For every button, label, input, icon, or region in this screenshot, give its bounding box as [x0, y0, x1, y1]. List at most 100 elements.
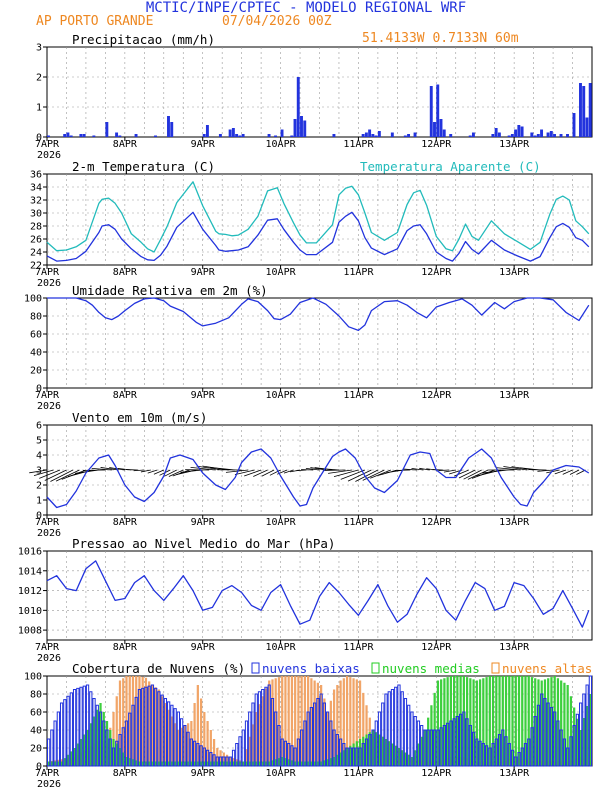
- cloud-bar-nuvens-medias: [456, 676, 459, 766]
- temperature-line-1: [46, 181, 590, 253]
- precip-bar: [361, 134, 365, 137]
- cloud-bar-nuvens-baixas: [183, 725, 187, 767]
- temperature-xtick-label: 7APR: [35, 267, 60, 278]
- cloud-bar-nuvens-medias: [50, 761, 53, 766]
- cloud-bar-nuvens-medias: [138, 761, 141, 766]
- cloud-bar-nuvens-altas: [274, 678, 277, 766]
- precip-xtick-label: 8APR: [113, 139, 138, 150]
- cloud-bar-nuvens-altas: [206, 721, 209, 766]
- cloud-bar-nuvens-altas: [212, 739, 216, 766]
- precip-bar: [280, 129, 284, 137]
- cloud-bar-nuvens-baixas: [394, 686, 398, 767]
- cloud-bar-nuvens-baixas: [536, 704, 541, 767]
- cloud-bar-nuvens-baixas: [329, 720, 333, 767]
- cloud-bar-nuvens-altas: [144, 677, 148, 766]
- cloud-bar-nuvens-medias: [336, 754, 339, 766]
- precip-bar: [377, 131, 381, 137]
- cloud-bar-nuvens-altas: [342, 678, 345, 766]
- cloud-bar-nuvens-baixas: [436, 729, 440, 767]
- temperature-ytick-label: 24: [30, 248, 42, 259]
- cloud-bar-nuvens-medias: [177, 761, 180, 766]
- cloud-bar-nuvens-medias: [563, 682, 566, 766]
- model-run: 07/04/2026 00Z: [222, 14, 332, 29]
- cloud-bar-nuvens-baixas: [225, 756, 229, 767]
- cloud-bar-nuvens-baixas: [131, 704, 135, 767]
- cloud-bar-nuvens-baixas: [572, 725, 576, 767]
- cloud-bar-nuvens-medias: [475, 680, 478, 766]
- cloud-bar-nuvens-altas: [300, 676, 303, 766]
- precip-bar: [553, 134, 556, 137]
- cloud-bar-nuvens-altas: [245, 749, 248, 766]
- cloud-bar-nuvens-altas: [258, 704, 261, 766]
- cloud-bar-nuvens-baixas: [582, 693, 586, 767]
- wind-panel: 01234567APR8APR9APR10APR11APR12APR13APR2…: [29, 410, 593, 539]
- cloud-bar-nuvens-medias: [365, 734, 368, 766]
- cloud-bar-nuvens-medias: [355, 741, 358, 766]
- temperature-xtick-label: 8APR: [113, 267, 138, 278]
- cloud-bar-nuvens-medias: [86, 730, 89, 766]
- cloud-bar-nuvens-baixas: [322, 702, 326, 767]
- cloud-bar-nuvens-medias: [521, 676, 524, 766]
- cloud-bar-nuvens-medias: [135, 760, 138, 766]
- cloud-bar-nuvens-altas: [261, 696, 264, 766]
- cloud-bar-nuvens-medias: [122, 752, 125, 766]
- cloud-bar-nuvens-altas: [122, 678, 125, 766]
- cloud-legend-label: nuvens altas: [502, 661, 592, 676]
- wind-arrow: [172, 469, 190, 477]
- cloud-bar-nuvens-baixas: [50, 729, 54, 767]
- cloud-bar-nuvens-medias: [566, 685, 569, 766]
- cloud-bar-nuvens-medias: [517, 676, 521, 766]
- wind-arrow: [347, 469, 372, 482]
- wind-arrow: [355, 469, 379, 482]
- cloud-bar-nuvens-baixas: [374, 720, 378, 767]
- cloud-bar-nuvens-altas: [222, 752, 225, 766]
- precip-bar: [442, 129, 446, 137]
- temperature-ytick-label: 26: [30, 235, 42, 246]
- wind-xtick-label: 9APR: [191, 517, 216, 528]
- cloud-bar-nuvens-baixas: [235, 743, 239, 767]
- precip-bar: [241, 134, 245, 137]
- cloud-bar-nuvens-baixas: [471, 731, 476, 767]
- cloud-bar-nuvens-altas: [157, 689, 161, 766]
- precip-bar: [579, 83, 582, 137]
- cloud-bar-nuvens-baixas: [319, 693, 323, 767]
- wind-ytick-label: 1: [36, 496, 42, 507]
- wind-arrow: [467, 469, 489, 480]
- cloud-bar-nuvens-baixas: [147, 685, 151, 767]
- temperature-title: 2-m Temperatura (C): [72, 159, 215, 174]
- precip-bar: [66, 132, 70, 137]
- cloud-bar-nuvens-baixas: [465, 718, 469, 767]
- cloud-bar-nuvens-altas: [326, 712, 329, 766]
- cloud-bar-nuvens-medias: [576, 718, 579, 766]
- cloud-bar-nuvens-medias: [274, 759, 277, 766]
- precip-bar: [429, 86, 433, 137]
- cloud-bar-nuvens-altas: [345, 676, 349, 766]
- cloud-bar-nuvens-medias: [553, 676, 556, 766]
- cloud-bar-nuvens-medias: [209, 761, 212, 766]
- cloud-bar-nuvens-medias: [459, 676, 462, 766]
- cloud-bar-nuvens-baixas: [303, 720, 307, 767]
- precip-bar: [63, 134, 67, 137]
- wind-arrow: [180, 469, 203, 473]
- wind-ytick-label: 2: [36, 481, 42, 492]
- cloud-bar-nuvens-baixas: [540, 693, 544, 767]
- cloud-bar-nuvens-medias: [478, 679, 482, 766]
- temperature-xtick-label: 11APR: [343, 267, 374, 278]
- wind-arrow: [234, 469, 255, 475]
- cloud-bar-nuvens-medias: [543, 679, 547, 766]
- cloud-bar-nuvens-baixas: [553, 711, 557, 767]
- cloud-bar-nuvens-medias: [128, 758, 131, 766]
- temperature-ytick-label: 32: [30, 196, 42, 207]
- wind-arrow: [153, 469, 164, 475]
- humidity-panel: 0 20 40 60 80 100 7APR 8APR 9APR 10APR 11APR 12APR 1…: [24, 283, 593, 412]
- cloud-bar-nuvens-medias: [504, 676, 508, 766]
- cloud-bar-nuvens-baixas: [458, 713, 463, 767]
- cloud-bar-nuvens-medias: [47, 761, 50, 766]
- cloud-bar-nuvens-altas: [329, 700, 332, 766]
- cloud-bar-nuvens-baixas: [575, 713, 580, 767]
- cloud-bar-nuvens-medias: [199, 761, 203, 766]
- cloud-bar-nuvens-baixas: [530, 727, 534, 767]
- cloud-bar-nuvens-altas: [313, 680, 316, 766]
- precip-bar: [491, 134, 495, 137]
